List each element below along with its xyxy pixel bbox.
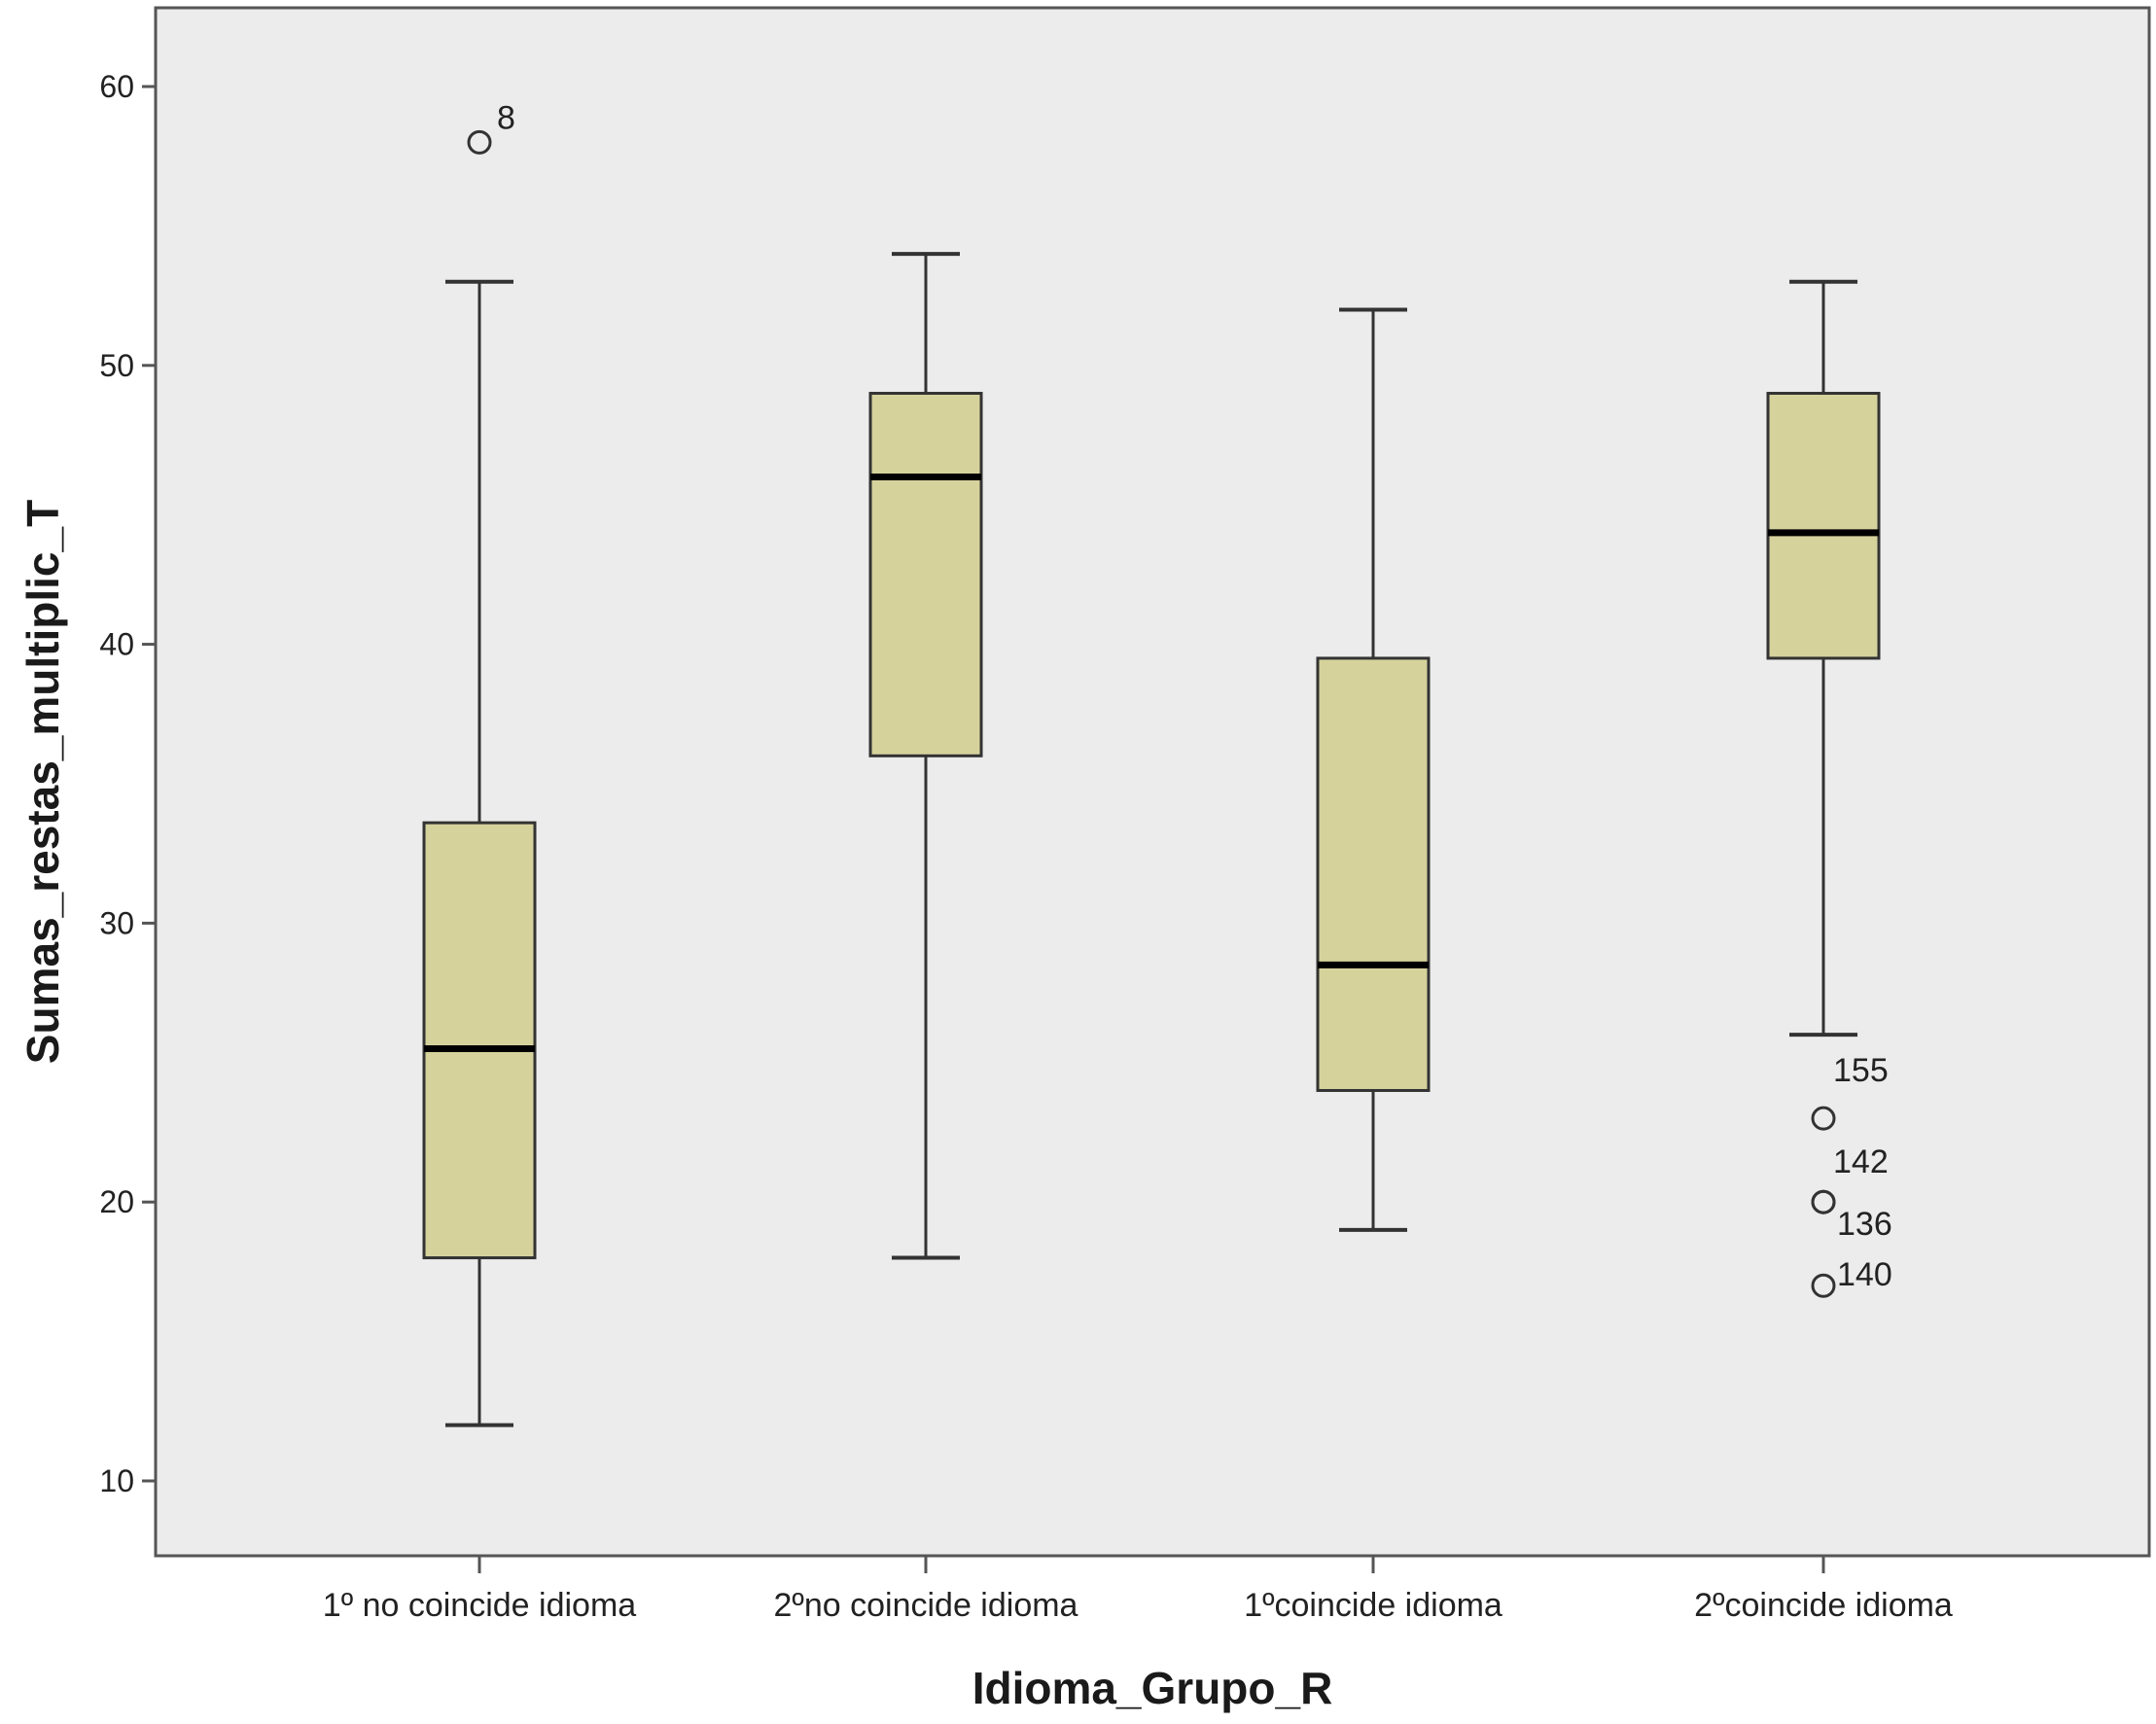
- x-axis-title: Idioma_Grupo_R: [972, 1663, 1333, 1713]
- y-tick-label: 30: [99, 905, 134, 940]
- iqr-box: [868, 391, 983, 757]
- outlier-label: 155: [1833, 1052, 1889, 1089]
- y-tick-label: 50: [99, 348, 134, 383]
- outlier-point: [1811, 1106, 1836, 1131]
- x-tick-label: 1ºcoincide idioma: [1244, 1587, 1502, 1624]
- y-tick-label: 20: [99, 1184, 134, 1219]
- outlier-point: [1811, 1189, 1836, 1214]
- iqr-box: [422, 821, 537, 1260]
- boxes-group: 8 155 142 136 140: [422, 99, 1892, 1427]
- y-tick-label: 60: [99, 69, 134, 104]
- y-axis: 10 20 30 40 50 60: [99, 69, 156, 1498]
- outlier-point: [467, 129, 492, 155]
- box-4: 155 142 136 140: [1766, 279, 1892, 1298]
- y-tick-label: 40: [99, 627, 134, 662]
- outlier-label: 140: [1837, 1256, 1892, 1293]
- outlier-point: [1811, 1273, 1836, 1298]
- box-3: [1316, 307, 1431, 1232]
- box-2: [868, 252, 983, 1260]
- x-axis: 1º no coincide idioma 2ºno coincide idiom…: [323, 1556, 1953, 1624]
- box-1: 8: [422, 99, 537, 1427]
- x-tick-label: 2ºcoincide idioma: [1694, 1587, 1953, 1624]
- iqr-box: [1316, 656, 1431, 1092]
- iqr-box: [1766, 391, 1881, 660]
- outlier-label: 142: [1833, 1143, 1889, 1180]
- outlier-label: 8: [497, 99, 515, 136]
- y-tick-label: 10: [99, 1463, 134, 1498]
- x-tick-label: 1º no coincide idioma: [323, 1587, 636, 1624]
- x-tick-label: 2ºno coincide idioma: [774, 1587, 1078, 1624]
- y-axis-title: Sumas_restas_multiplic_T: [18, 500, 68, 1064]
- outlier-label: 136: [1837, 1206, 1892, 1243]
- plot-area: [154, 6, 2151, 1558]
